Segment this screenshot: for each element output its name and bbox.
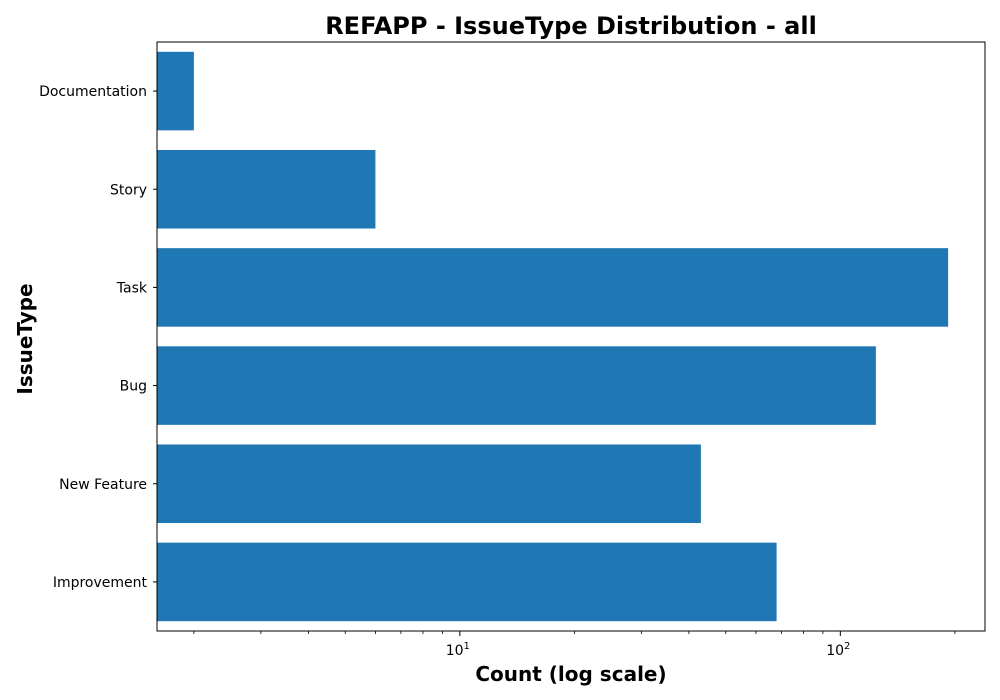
y-tick-label: Story: [110, 182, 147, 198]
x-axis-label: Count (log scale): [475, 662, 666, 686]
bar-new-feature: [157, 444, 701, 524]
bars-layer: [157, 51, 949, 622]
y-tick-label: Bug: [120, 379, 147, 395]
bar-improvement: [157, 542, 777, 622]
y-tick-label: Improvement: [53, 575, 148, 591]
y-axis-label: IssueType: [13, 283, 37, 394]
y-tick-label: Task: [116, 280, 148, 296]
x-tick-label: 101: [446, 641, 470, 659]
bar-story: [157, 149, 376, 229]
bar-task: [157, 248, 949, 327]
ticks-layer: Documentation Story Task Bug New Feature Impr…: [39, 84, 956, 659]
bar-documentation: [157, 51, 194, 131]
chart-title: REFAPP - IssueType Distribution - all: [325, 12, 817, 40]
y-tick-label: New Feature: [59, 477, 147, 493]
y-tick-label: Documentation: [39, 84, 147, 100]
plot-frame: [156, 41, 986, 632]
x-tick-label: 102: [826, 641, 850, 659]
bar-bug: [157, 346, 876, 425]
